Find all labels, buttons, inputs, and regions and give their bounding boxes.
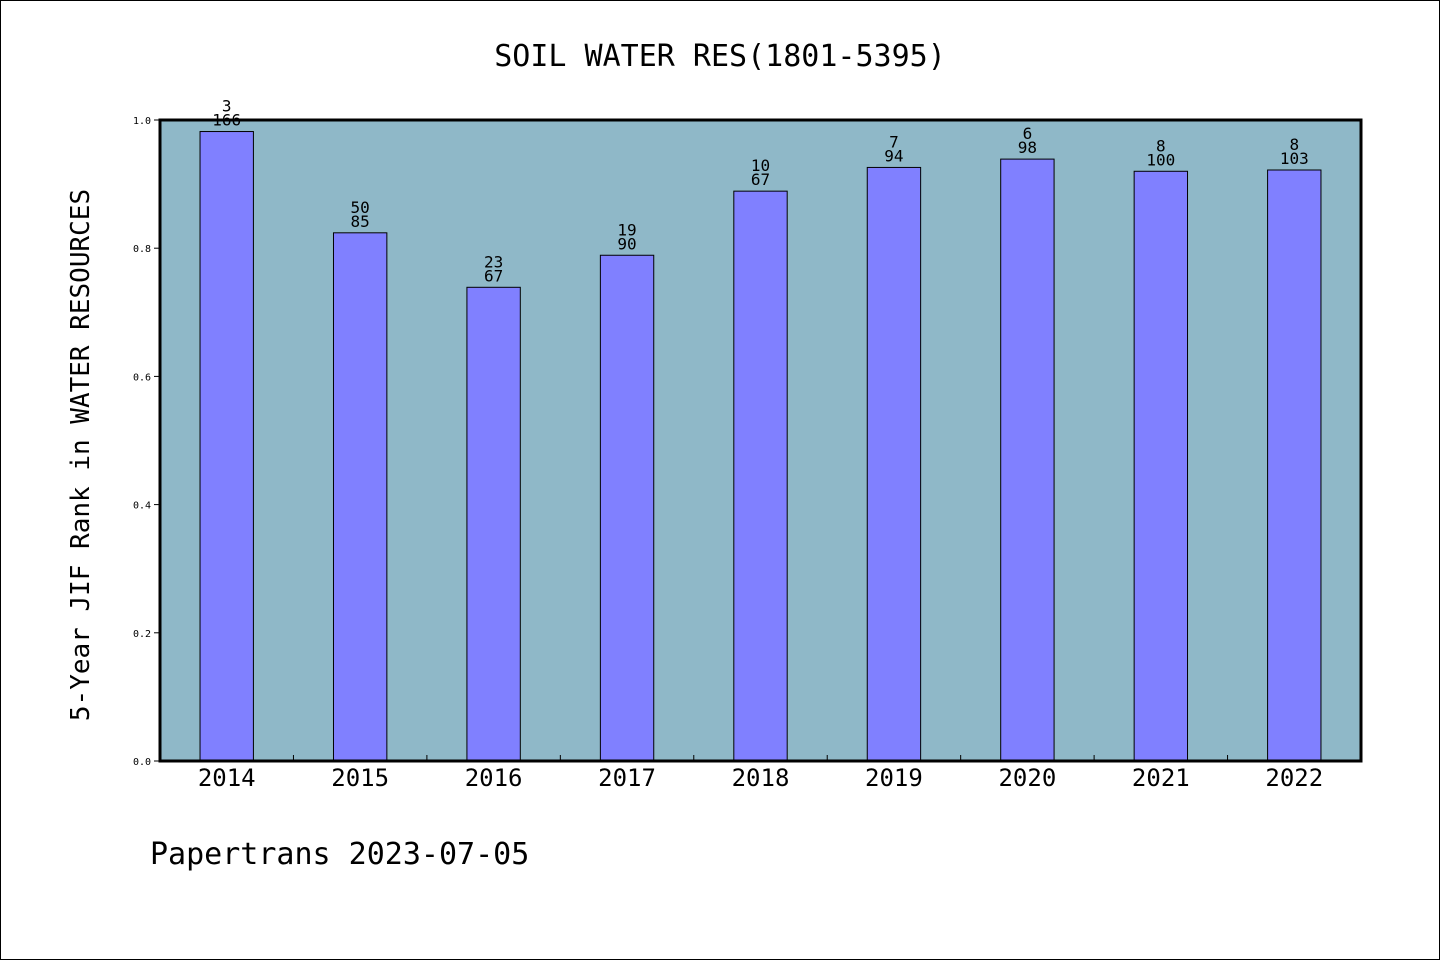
bar-2015 [332, 232, 388, 762]
bar-total-label: 67 [484, 266, 503, 285]
bar-2022 [1267, 169, 1322, 762]
chart-title: SOIL WATER RES(1801-5395) [494, 39, 946, 74]
x-tick-label: 2022 [1265, 764, 1323, 792]
x-tick-label: 2021 [1132, 764, 1190, 792]
bar-rank-label: 3 [222, 97, 232, 116]
bar-2016 [466, 286, 521, 762]
bar-total-label: 94 [884, 146, 903, 165]
bar-2021 [1133, 170, 1189, 762]
y-tick-label: 0.8 [133, 244, 151, 255]
bar-2020 [1000, 158, 1055, 762]
bar-total-label: 67 [751, 170, 770, 189]
x-tick-label: 2016 [465, 764, 523, 792]
plot-border [158, 118, 1363, 763]
x-tick-label: 2019 [865, 764, 923, 792]
x-tick-label: 2017 [598, 764, 656, 792]
bar-rank-label: 6 [1023, 124, 1033, 143]
bar-total-label: 103 [1280, 149, 1309, 168]
x-tick-label: 2014 [198, 764, 256, 792]
y-axis-label: 5-Year JIF Rank in WATER RESOURCES [66, 189, 96, 721]
bar-2017 [599, 254, 655, 762]
x-tick-label: 2015 [331, 764, 389, 792]
bar-2014 [199, 131, 254, 762]
y-tick-label: 0.4 [133, 501, 151, 512]
bar-rank-label: 8 [1156, 136, 1166, 155]
bar-2019 [866, 166, 922, 762]
bar-rank-label: 23 [484, 252, 503, 271]
bar-total-label: 98 [1018, 138, 1037, 157]
bar-rank-label: 10 [751, 156, 770, 175]
bar-rank-label: 8 [1289, 135, 1299, 154]
bar-2018 [733, 190, 788, 762]
y-tick-label: 1.0 [133, 116, 151, 127]
x-axis-ticks: 2014 2015 2016 2017 2018 2019 2020 2021 2022 [198, 755, 1323, 792]
x-tick-label: 2020 [998, 764, 1056, 792]
bar-rank-label: 50 [351, 198, 370, 217]
bar-total-label: 85 [351, 212, 370, 231]
x-tick-label: 2018 [732, 764, 790, 792]
footer-credit: Papertrans 2023-07-05 [150, 837, 529, 872]
bar-total-label: 90 [617, 234, 636, 253]
bar-total-label: 100 [1146, 150, 1175, 169]
y-tick-label: 0.6 [133, 372, 151, 383]
y-axis-ticks: 0.0 0.2 0.4 0.6 0.8 1.0 [133, 116, 160, 768]
y-tick-label: 0.0 [133, 757, 151, 768]
bar-rank-label: 7 [889, 132, 899, 151]
y-tick-label: 0.2 [133, 629, 151, 640]
bars-layer [199, 131, 1322, 762]
bar-rank-label: 19 [617, 220, 636, 239]
